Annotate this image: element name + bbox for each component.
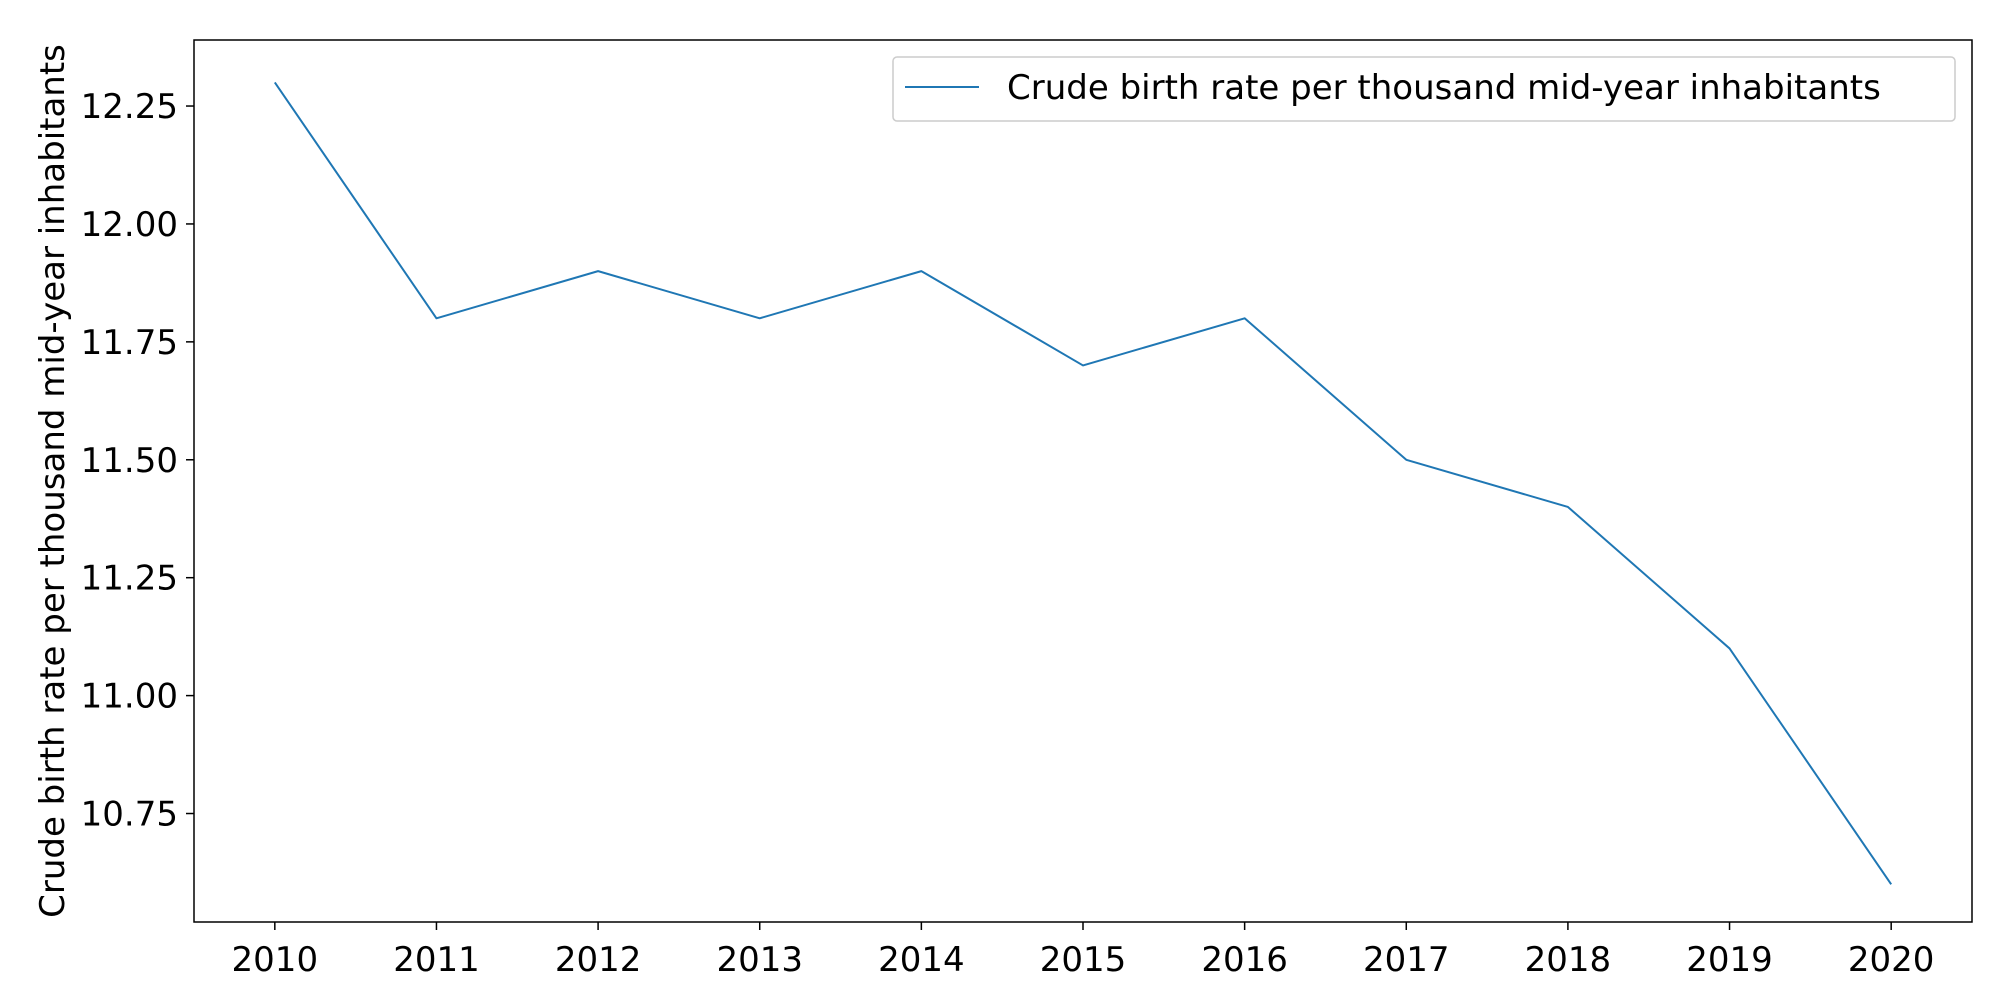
x-tick-label: 2016 bbox=[1201, 940, 1288, 980]
x-tick-label: 2018 bbox=[1525, 940, 1612, 980]
x-tick-label: 2014 bbox=[878, 940, 965, 980]
x-tick-label: 2020 bbox=[1848, 940, 1935, 980]
y-tick-label: 11.25 bbox=[81, 559, 178, 599]
x-tick-label: 2015 bbox=[1040, 940, 1127, 980]
x-tick-label: 2017 bbox=[1363, 940, 1450, 980]
legend-label: Crude birth rate per thousand mid-year i… bbox=[1007, 68, 1881, 108]
x-tick-label: 2019 bbox=[1686, 940, 1773, 980]
legend-box bbox=[892, 56, 1956, 122]
x-tick-label: 2011 bbox=[393, 940, 480, 980]
x-tick-label: 2012 bbox=[555, 940, 642, 980]
x-tick-label: 2010 bbox=[232, 940, 319, 980]
x-tick-label: 2013 bbox=[716, 940, 803, 980]
y-axis-label: Crude birth rate per thousand mid-year i… bbox=[33, 44, 73, 918]
plot-area bbox=[193, 39, 1973, 923]
y-tick-label: 11.50 bbox=[81, 441, 178, 481]
y-tick-label: 11.75 bbox=[81, 323, 178, 363]
y-tick-label: 11.00 bbox=[81, 677, 178, 717]
legend: Crude birth rate per thousand mid-year i… bbox=[892, 56, 1956, 122]
y-axis-ticks: 10.75 11.00 11.25 11.50 11.75 12.00 12.25 bbox=[81, 87, 194, 835]
y-tick-label: 12.00 bbox=[81, 205, 178, 245]
series-layer bbox=[273, 81, 1893, 885]
x-axis-ticks: 2010 2011 2012 2013 2014 2015 2016 2017 2018 2019… bbox=[232, 922, 1935, 980]
y-tick-label: 12.25 bbox=[81, 87, 178, 127]
y-tick-label: 10.75 bbox=[81, 795, 178, 835]
